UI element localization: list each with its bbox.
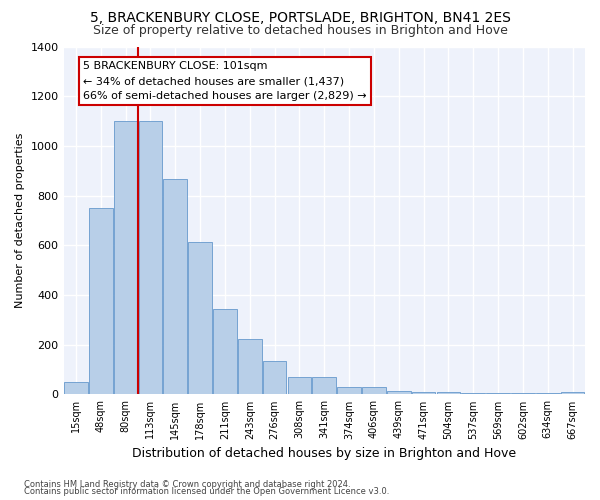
Bar: [437, 392, 460, 394]
Bar: [561, 392, 584, 394]
Bar: [238, 338, 262, 394]
Bar: [287, 377, 311, 394]
Bar: [313, 377, 336, 394]
Bar: [486, 393, 510, 394]
X-axis label: Distribution of detached houses by size in Brighton and Hove: Distribution of detached houses by size …: [132, 447, 517, 460]
Bar: [536, 393, 560, 394]
Text: Size of property relative to detached houses in Brighton and Hove: Size of property relative to detached ho…: [92, 24, 508, 37]
Bar: [188, 242, 212, 394]
Bar: [387, 390, 410, 394]
Text: 5 BRACKENBURY CLOSE: 101sqm
← 34% of detached houses are smaller (1,437)
66% of : 5 BRACKENBURY CLOSE: 101sqm ← 34% of det…: [83, 62, 367, 101]
Bar: [337, 387, 361, 394]
Bar: [163, 180, 187, 394]
Bar: [89, 208, 113, 394]
Bar: [64, 382, 88, 394]
Bar: [139, 121, 162, 394]
Bar: [114, 121, 137, 394]
Bar: [511, 393, 535, 394]
Text: Contains public sector information licensed under the Open Government Licence v3: Contains public sector information licen…: [24, 487, 389, 496]
Text: 5, BRACKENBURY CLOSE, PORTSLADE, BRIGHTON, BN41 2ES: 5, BRACKENBURY CLOSE, PORTSLADE, BRIGHTO…: [89, 11, 511, 25]
Bar: [263, 361, 286, 394]
Y-axis label: Number of detached properties: Number of detached properties: [15, 133, 25, 308]
Bar: [213, 308, 237, 394]
Bar: [362, 387, 386, 394]
Text: Contains HM Land Registry data © Crown copyright and database right 2024.: Contains HM Land Registry data © Crown c…: [24, 480, 350, 489]
Bar: [461, 393, 485, 394]
Bar: [412, 392, 436, 394]
